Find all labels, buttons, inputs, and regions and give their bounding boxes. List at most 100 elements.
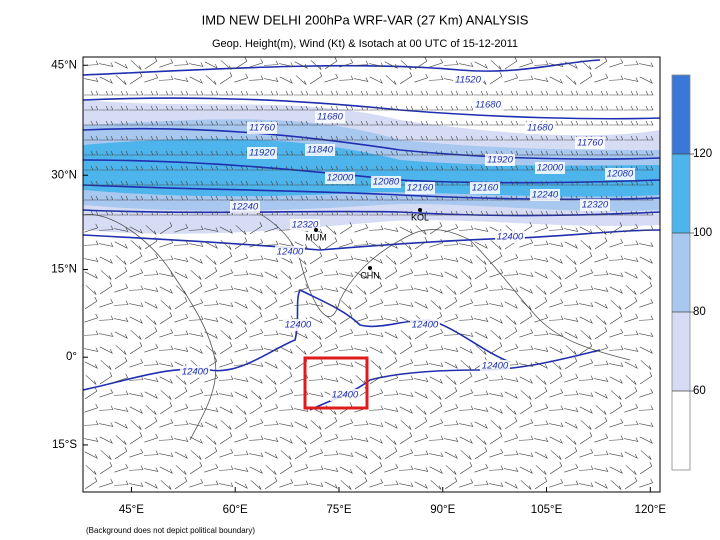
wind-barb xyxy=(549,462,563,475)
wind-barb xyxy=(264,477,278,490)
wind-barb xyxy=(309,482,324,487)
wind-barb xyxy=(609,466,623,474)
wind-barb xyxy=(339,272,354,277)
wind-barb xyxy=(354,210,369,216)
wind-barb xyxy=(83,420,99,426)
wind-barb xyxy=(385,345,397,355)
wind-barb xyxy=(159,135,174,141)
wind-barb xyxy=(115,435,127,445)
wind-barb xyxy=(279,135,294,141)
wind-barb xyxy=(609,105,624,111)
wind-barb xyxy=(533,420,549,426)
wind-barb xyxy=(428,75,444,81)
wind-barb xyxy=(159,402,173,415)
wind-barb xyxy=(474,241,488,249)
wind-barb xyxy=(129,72,143,85)
wind-barb xyxy=(519,466,533,474)
wind-barb xyxy=(489,392,504,397)
wind-barb xyxy=(565,345,577,355)
wind-barb xyxy=(159,328,174,338)
wind-barb xyxy=(368,225,384,231)
wind-barb xyxy=(188,315,204,321)
wind-barb xyxy=(398,465,414,471)
wind-barb xyxy=(129,448,144,458)
wind-barb xyxy=(519,328,534,338)
wind-barb xyxy=(475,345,487,355)
wind-barb xyxy=(443,330,459,336)
wind-barb xyxy=(129,105,144,111)
wind-barb xyxy=(609,210,624,216)
contour-label-bg xyxy=(575,137,605,149)
contour-label-bg xyxy=(495,231,525,243)
wind-barb xyxy=(519,452,534,457)
wind-barb xyxy=(609,362,624,367)
wind-barb xyxy=(593,360,609,366)
wind-barb xyxy=(204,150,219,156)
wind-barb xyxy=(595,315,607,325)
wind-barb xyxy=(624,451,638,459)
wind-barb xyxy=(294,135,309,141)
wind-barb xyxy=(565,75,577,85)
wind-barb xyxy=(144,150,159,156)
colorbar-label: 60 xyxy=(693,385,706,397)
wind-barb xyxy=(144,481,158,489)
contour-label-bg xyxy=(470,182,500,194)
wind-barb xyxy=(624,347,639,352)
wind-barb xyxy=(369,105,384,111)
wind-barb xyxy=(145,225,157,235)
wind-barb xyxy=(84,165,99,171)
wind-barb xyxy=(384,241,398,249)
wind-barb xyxy=(638,225,654,231)
wind-barb xyxy=(324,105,339,111)
wind-barb xyxy=(145,315,157,325)
wind-barb xyxy=(369,150,384,156)
wind-barb xyxy=(129,302,144,307)
wind-barb xyxy=(400,60,412,70)
wind-barb xyxy=(159,238,174,248)
wind-barb xyxy=(414,210,429,216)
wind-barb xyxy=(370,270,382,280)
wind-barb xyxy=(279,180,294,186)
wind-barb xyxy=(219,268,234,278)
wind-barb xyxy=(294,195,309,201)
wind-barb xyxy=(279,195,294,201)
wind-barb xyxy=(459,256,473,264)
wind-barb xyxy=(563,480,579,486)
wind-barb xyxy=(84,135,99,141)
wind-barb xyxy=(623,330,639,336)
wind-barb xyxy=(98,405,114,411)
wind-barb xyxy=(490,240,502,250)
wind-barb xyxy=(624,105,639,111)
wind-barb xyxy=(189,436,203,444)
wind-barb xyxy=(429,195,444,201)
wind-barb xyxy=(460,270,472,280)
wind-barb xyxy=(489,482,504,487)
wind-barb xyxy=(490,420,502,430)
wind-barb xyxy=(83,330,99,336)
wind-barb xyxy=(354,313,369,323)
contour-label: 12080 xyxy=(373,177,400,188)
wind-barb xyxy=(264,271,278,279)
wind-barb xyxy=(174,387,188,400)
wind-barb xyxy=(580,330,592,340)
contour-label-bg xyxy=(371,176,401,188)
wind-barb xyxy=(219,302,234,307)
wind-barb xyxy=(173,60,189,66)
wind-barb xyxy=(459,120,474,126)
wind-barb xyxy=(249,135,264,141)
contour-label: 12000 xyxy=(327,173,354,184)
contour-label-bg xyxy=(525,122,555,134)
wind-barb xyxy=(534,90,549,96)
wind-barb xyxy=(249,452,264,457)
wind-barb xyxy=(519,58,534,68)
wind-barb xyxy=(534,437,549,442)
wind-barb xyxy=(249,402,263,415)
wind-barb xyxy=(338,255,354,261)
wind-barb xyxy=(234,135,249,141)
wind-barb xyxy=(325,315,337,325)
wind-barb xyxy=(384,447,398,460)
x-tick-label: 105°E xyxy=(531,504,563,516)
wind-barb xyxy=(459,332,474,337)
wind-barb xyxy=(188,225,204,231)
wind-barb xyxy=(384,331,398,339)
